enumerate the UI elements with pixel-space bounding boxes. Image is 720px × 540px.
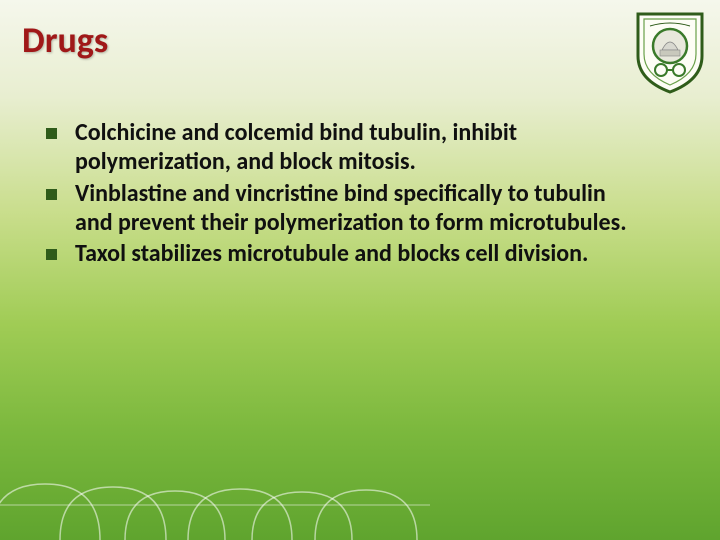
bullet-icon [46,128,57,139]
bullet-text: Taxol stabilizes microtubule and blocks … [75,239,588,268]
shield-icon [634,8,706,94]
bullet-icon [46,249,57,260]
bullet-list: Colchicine and colcemid bind tubulin, in… [46,118,630,270]
slide: Drugs Colchicine and colcemid bind tubul… [0,0,720,540]
bullet-icon [46,189,57,200]
bullet-text: Vinblastine and vincristine bind specifi… [75,179,630,238]
footer-decoration [0,450,720,540]
list-item: Vinblastine and vincristine bind specifi… [46,179,630,238]
bullet-text: Colchicine and colcemid bind tubulin, in… [75,118,630,177]
list-item: Colchicine and colcemid bind tubulin, in… [46,118,630,177]
university-shield-logo [634,8,706,94]
list-item: Taxol stabilizes microtubule and blocks … [46,239,630,268]
slide-title: Drugs [22,18,108,62]
